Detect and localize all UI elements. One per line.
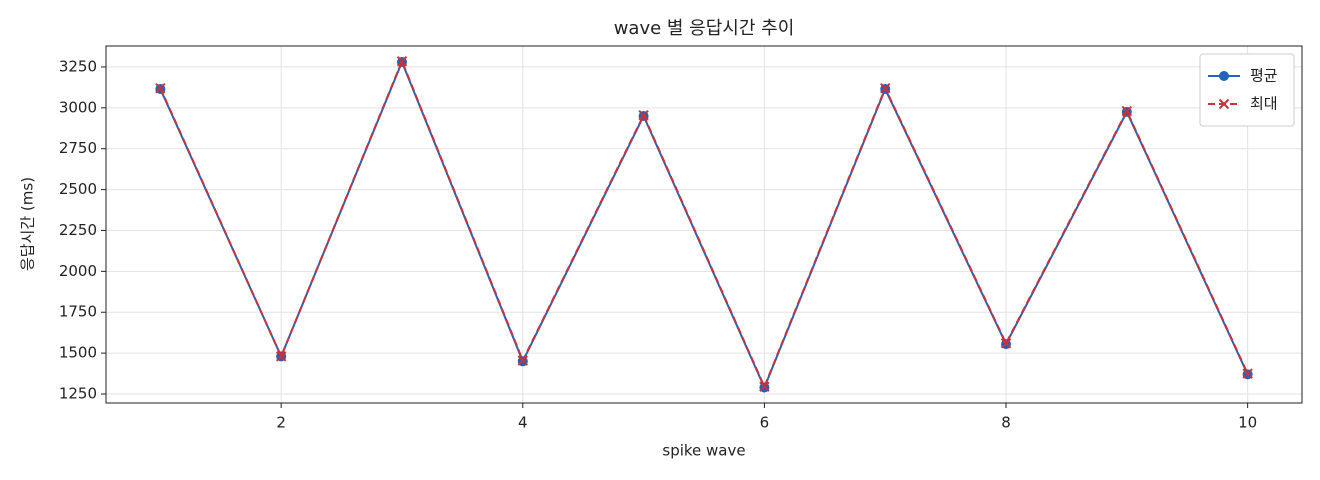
marker bbox=[1000, 338, 1012, 349]
y-tick-label: 1750 bbox=[59, 303, 97, 321]
y-tick-label: 2500 bbox=[59, 180, 97, 198]
marker bbox=[880, 82, 891, 94]
y-tick-label: 2000 bbox=[59, 262, 97, 280]
marker bbox=[396, 56, 408, 67]
y-tick-label: 2750 bbox=[59, 139, 97, 157]
legend-label: 최대 bbox=[1250, 95, 1278, 113]
legend-marker bbox=[1218, 98, 1230, 110]
series-line bbox=[159, 59, 1249, 391]
y-tick-label: 3250 bbox=[59, 57, 97, 75]
x-tick-label: 8 bbox=[1001, 414, 1011, 432]
y-tick-label: 2250 bbox=[59, 221, 97, 239]
legend-marker bbox=[1219, 71, 1229, 81]
chart-title: wave 별 응답시간 추이 bbox=[614, 18, 795, 39]
x-tick-label: 4 bbox=[518, 414, 528, 432]
legend-label: 평균 bbox=[1250, 67, 1278, 85]
legend-box bbox=[1199, 53, 1295, 127]
x-axis-label: spike wave bbox=[662, 442, 745, 460]
x-tick-label: 2 bbox=[276, 414, 286, 432]
marker bbox=[1121, 105, 1133, 117]
marker bbox=[638, 109, 649, 121]
x-tick-label: 6 bbox=[760, 414, 770, 432]
marker bbox=[759, 381, 770, 392]
y-tick-label: 1250 bbox=[59, 385, 97, 403]
series-line bbox=[159, 58, 1249, 390]
y-tick-label: 1500 bbox=[59, 344, 97, 362]
marker bbox=[155, 82, 166, 94]
marker bbox=[517, 355, 528, 366]
plot-frame bbox=[105, 45, 1303, 404]
marker bbox=[275, 351, 287, 362]
marker bbox=[1242, 368, 1253, 379]
y-axis-label: 응답시간 (ms) bbox=[19, 177, 37, 271]
x-tick-label: 10 bbox=[1238, 414, 1257, 432]
y-tick-label: 3000 bbox=[59, 98, 97, 116]
